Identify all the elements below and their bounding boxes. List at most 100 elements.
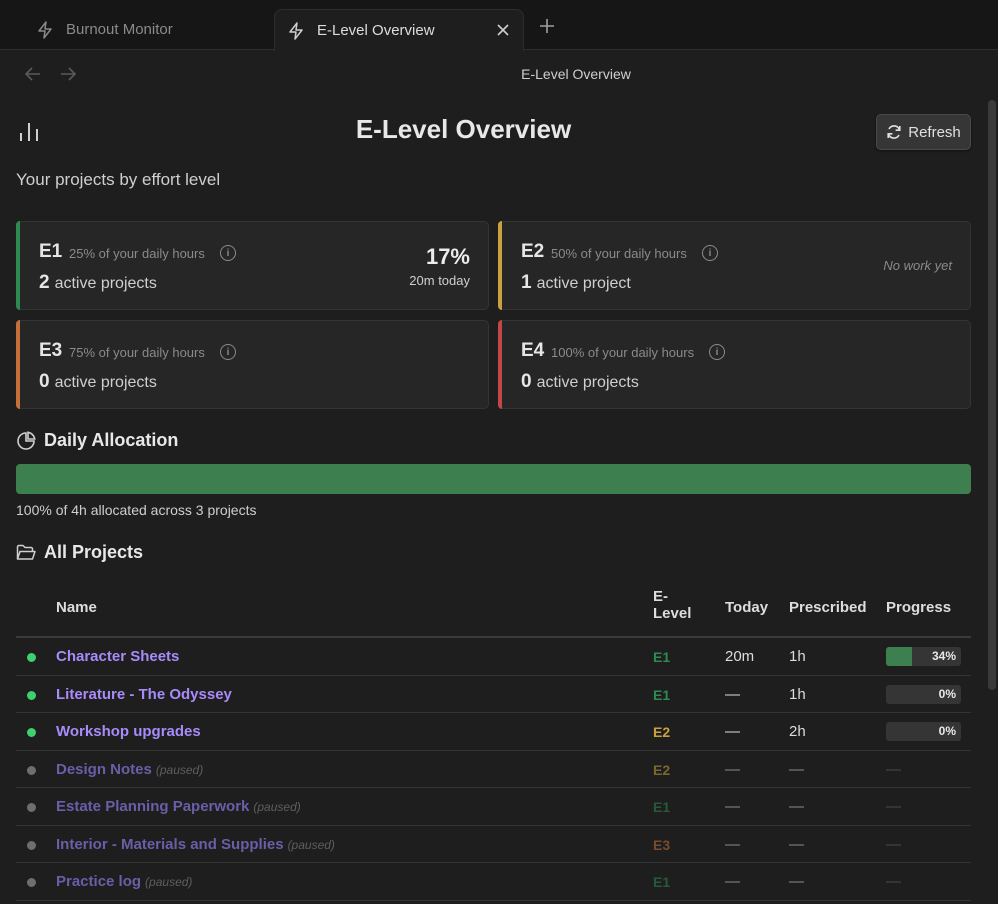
info-icon[interactable]: i	[709, 344, 725, 360]
project-prescribed: —	[789, 835, 804, 853]
elevel-card-e1: E1 25% of your daily hours i 2 active pro…	[16, 221, 489, 310]
card-count: 0 active projects	[521, 371, 639, 392]
project-today: —	[725, 798, 740, 815]
scrollbar-thumb[interactable]	[988, 100, 996, 690]
level-color-bar	[498, 320, 502, 409]
card-level: E3	[39, 340, 63, 361]
project-name-link[interactable]: Estate Planning Paperwork (paused)	[56, 798, 301, 815]
project-name-link[interactable]: Interior - Materials and Supplies (paused…	[56, 835, 335, 853]
info-icon[interactable]: i	[702, 245, 718, 261]
status-dot	[27, 690, 36, 700]
progress-label: 0%	[938, 724, 956, 738]
info-icon[interactable]: i	[220, 344, 236, 360]
table-row[interactable]: Literature - The Odyssey E1 — 1h 0%	[16, 676, 971, 713]
col-today[interactable]: Today	[725, 599, 769, 616]
back-arrow-icon[interactable]	[22, 63, 44, 85]
paused-tag: (paused)	[253, 800, 301, 814]
tab-burnout-monitor[interactable]: Burnout Monitor	[22, 9, 267, 50]
tab-e-level-overview[interactable]: E-Level Overview	[274, 9, 524, 51]
project-prescribed: 1h	[789, 685, 806, 703]
project-today: —	[725, 685, 740, 703]
project-name-link[interactable]: Practice log (paused)	[56, 873, 193, 890]
progress-bar: 0%	[886, 722, 961, 741]
scrollbar[interactable]	[986, 98, 998, 904]
progress-bar: 0%	[886, 684, 961, 704]
allocation-bar	[16, 464, 971, 494]
status-dot	[27, 878, 36, 887]
status-dot	[27, 840, 36, 850]
level-color-bar	[16, 320, 20, 409]
project-name-link[interactable]: Workshop upgrades	[56, 723, 201, 740]
col-prescribed[interactable]: Prescribed	[789, 599, 867, 616]
table-row[interactable]: Interior - Materials and Supplies (paused…	[16, 826, 971, 863]
card-count: 0 active projects	[39, 371, 157, 392]
status-dot	[27, 803, 36, 812]
forward-arrow-icon[interactable]	[57, 63, 79, 85]
elevel-card-e3: E3 75% of your daily hours i 0 active pro…	[16, 320, 489, 409]
close-icon[interactable]	[493, 20, 513, 40]
project-today: —	[725, 873, 740, 890]
project-name-link[interactable]: Character Sheets	[56, 648, 180, 665]
table-header: Name E- Level Today Prescribed Progress	[16, 583, 971, 638]
project-name-link[interactable]: Design Notes (paused)	[56, 760, 204, 778]
card-percent: 17%	[425, 244, 470, 269]
page-title: E-Level Overview	[355, 114, 572, 144]
card-level: E1	[39, 241, 63, 262]
progress-empty: —	[886, 835, 901, 853]
progress-bar: 34%	[886, 647, 961, 666]
project-elevel: E1	[653, 874, 671, 890]
table-row[interactable]: Character Sheets E1 20m 1h 34%	[16, 638, 971, 676]
elevel-card-e4: E4 100% of your daily hours i 0 active pr…	[498, 320, 971, 409]
elevel-card-e2: E2 50% of your daily hours i 1 active pro…	[498, 221, 971, 310]
paused-tag: (paused)	[287, 837, 335, 852]
project-today: —	[725, 835, 740, 853]
project-elevel: E2	[653, 724, 671, 740]
allocation-summary: 100% of 4h allocated across 3 projects	[16, 502, 257, 518]
progress-fill	[886, 647, 912, 666]
card-level: E2	[521, 241, 545, 262]
progress-empty: —	[886, 760, 901, 778]
col-progress[interactable]: Progress	[886, 599, 952, 616]
project-elevel: E3	[653, 836, 671, 853]
info-icon[interactable]: i	[220, 245, 236, 261]
project-today: 20m	[725, 648, 755, 665]
bolt-icon	[281, 21, 311, 40]
table-row[interactable]: Workshop upgrades E2 — 2h 0%	[16, 713, 971, 751]
project-name-link[interactable]: Literature - The Odyssey	[56, 685, 232, 703]
project-prescribed: —	[789, 873, 804, 890]
nav-header: E-Level Overview	[0, 50, 998, 98]
page-header: E-Level Overview Refresh	[16, 98, 971, 168]
refresh-icon	[887, 125, 901, 139]
col-name[interactable]: Name	[56, 599, 97, 616]
new-tab-button[interactable]	[535, 14, 559, 38]
col-elevel[interactable]: E- Level	[653, 588, 692, 622]
projects-table: Name E- Level Today Prescribed Progress C…	[16, 583, 971, 901]
bolt-icon	[30, 20, 60, 39]
project-prescribed: 2h	[789, 723, 806, 740]
bar-chart-icon	[18, 120, 40, 147]
progress-label: 0%	[938, 686, 956, 701]
page-subtitle: Your projects by effort level	[16, 170, 221, 189]
pie-chart-icon	[17, 430, 36, 450]
project-prescribed: —	[789, 798, 804, 815]
project-prescribed: —	[789, 760, 804, 778]
daily-allocation-heading: Daily Allocation	[16, 430, 178, 451]
card-count: 1 active project	[521, 272, 631, 293]
card-hours: 25% of your daily hours	[69, 246, 205, 261]
table-row[interactable]: Practice log (paused) E1 — — —	[16, 863, 971, 901]
project-prescribed: 1h	[789, 648, 806, 665]
project-elevel: E1	[653, 799, 671, 815]
card-hours: 50% of your daily hours	[551, 246, 687, 261]
no-work-text: No work yet	[883, 258, 952, 273]
refresh-button[interactable]: Refresh	[876, 114, 971, 150]
status-dot	[27, 728, 36, 737]
paused-tag: (paused)	[155, 762, 204, 777]
all-projects-heading: All Projects	[16, 542, 143, 563]
table-row[interactable]: Estate Planning Paperwork (paused) E1 — —…	[16, 788, 971, 826]
table-row[interactable]: Design Notes (paused) E2 — — —	[16, 751, 971, 788]
card-today: 20m today	[409, 273, 470, 288]
nav-title: E-Level Overview	[521, 66, 631, 82]
folder-open-icon	[16, 544, 36, 560]
refresh-label: Refresh	[908, 123, 961, 141]
card-hours: 100% of your daily hours	[551, 345, 695, 360]
